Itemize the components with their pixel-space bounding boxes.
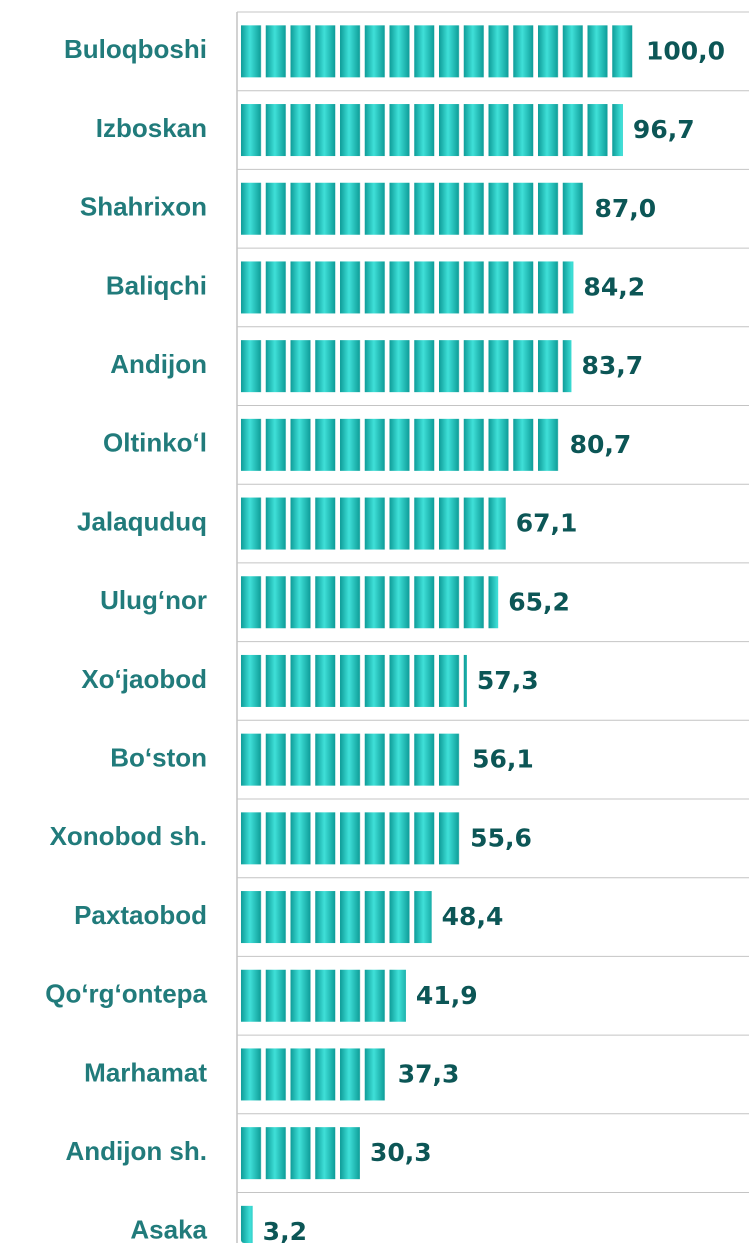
category-label: Buloqboshi <box>64 34 207 64</box>
bar <box>240 1205 253 1243</box>
value-label: 57,3 <box>477 666 539 695</box>
category-label: Qo‘rg‘ontepa <box>45 979 207 1009</box>
category-label: Shahrixon <box>80 192 207 222</box>
value-label: 100,0 <box>646 36 725 65</box>
value-label: 37,3 <box>398 1059 460 1088</box>
value-label: 56,1 <box>472 745 534 774</box>
value-label: 55,6 <box>470 823 532 852</box>
bar <box>240 1127 360 1180</box>
category-label: Marhamat <box>84 1057 207 1087</box>
value-label: 3,2 <box>263 1217 307 1243</box>
category-label: Andijon <box>110 349 207 379</box>
bar <box>240 261 574 314</box>
bar <box>240 812 461 865</box>
value-label: 80,7 <box>570 430 632 459</box>
value-label: 83,7 <box>581 351 643 380</box>
bar <box>240 733 463 786</box>
category-label: Xonobod sh. <box>50 821 207 851</box>
category-label: Xo‘jaobod <box>81 664 207 694</box>
value-label: 87,0 <box>595 194 657 223</box>
category-label: Andijon sh. <box>65 1136 207 1166</box>
bar <box>240 25 636 78</box>
value-label: 67,1 <box>516 509 578 538</box>
category-label: Izboskan <box>96 113 207 143</box>
category-label: Asaka <box>130 1215 207 1243</box>
value-label: 96,7 <box>633 115 695 144</box>
bar <box>240 576 499 629</box>
value-label: 48,4 <box>442 902 504 931</box>
category-label: Baliqchi <box>106 270 207 300</box>
bar <box>240 340 572 393</box>
bar <box>240 891 432 944</box>
category-label: Ulug‘nor <box>100 585 207 615</box>
value-label: 41,9 <box>416 981 478 1010</box>
category-label: Paxtaobod <box>74 900 207 930</box>
bar <box>240 654 467 707</box>
bar <box>240 497 506 550</box>
value-label: 84,2 <box>583 272 645 301</box>
category-label: Bo‘ston <box>110 743 207 773</box>
value-label: 30,3 <box>370 1138 432 1167</box>
bar <box>240 969 406 1022</box>
value-label: 65,2 <box>508 587 570 616</box>
bar <box>240 182 585 235</box>
bar <box>240 104 623 157</box>
category-label: Oltinko‘l <box>103 428 207 458</box>
bar <box>240 1048 388 1101</box>
category-label: Jalaquduq <box>77 506 207 536</box>
bar <box>240 418 560 471</box>
